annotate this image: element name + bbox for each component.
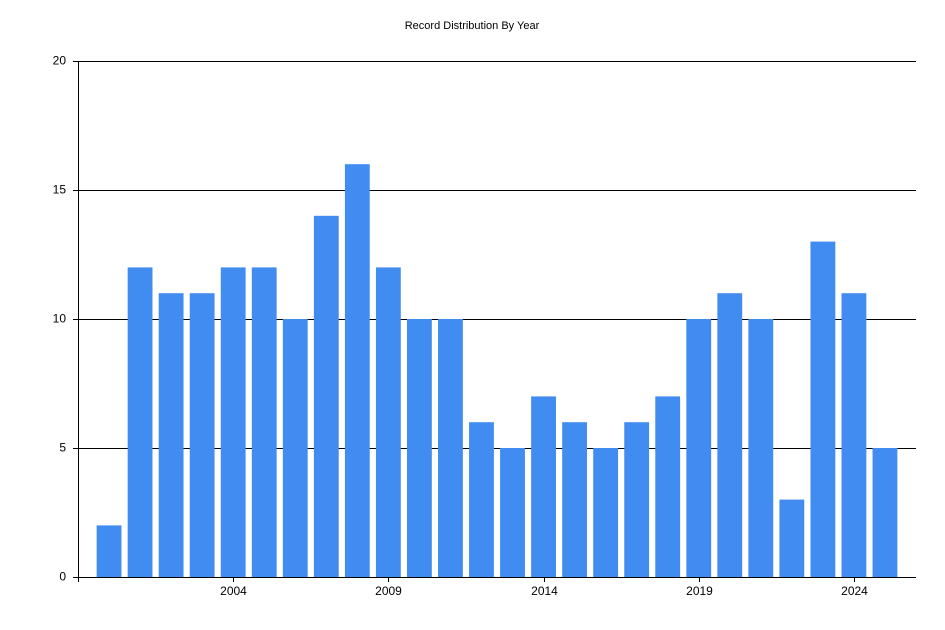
x-tick-label: 2014 (531, 584, 558, 598)
bar (872, 448, 898, 577)
bar (748, 319, 774, 577)
y-tick-label: 15 (53, 183, 67, 197)
bar (158, 293, 184, 577)
bar (779, 499, 805, 577)
y-tick-label: 10 (53, 312, 67, 326)
bar (344, 164, 370, 577)
bar (810, 241, 836, 577)
y-tick-label: 0 (59, 570, 66, 584)
bar (96, 525, 122, 577)
bar (469, 422, 494, 577)
bar (531, 396, 556, 577)
bar (313, 215, 339, 578)
bar (282, 319, 308, 577)
bar (438, 319, 463, 577)
x-tick-label: 2009 (375, 584, 402, 598)
bar (406, 319, 432, 577)
bar (624, 422, 650, 577)
y-tick-label: 5 (59, 441, 66, 455)
bar (220, 267, 246, 577)
bar (375, 267, 401, 577)
bar (562, 422, 588, 577)
x-tick-label: 2024 (841, 584, 868, 598)
x-tick-label: 2019 (686, 584, 713, 598)
bar (655, 396, 681, 577)
bar (127, 267, 153, 577)
bar (251, 267, 277, 577)
bar (500, 448, 525, 577)
bar (189, 293, 215, 577)
bar (593, 448, 619, 577)
y-tick-label: 20 (53, 54, 67, 68)
x-tick-label: 2004 (220, 584, 247, 598)
bar (686, 319, 712, 577)
chart-title: Record Distribution By Year (405, 20, 540, 32)
bar (717, 293, 743, 577)
bar (841, 293, 867, 577)
